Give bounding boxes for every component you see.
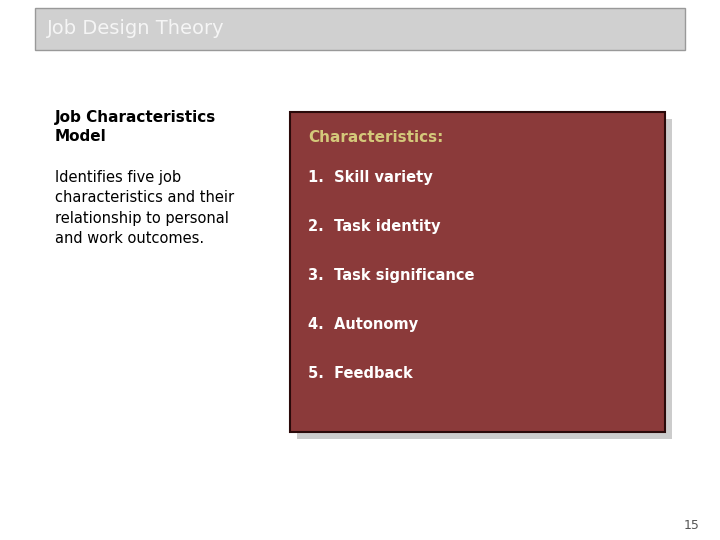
Text: 2.  Task identity: 2. Task identity <box>308 219 441 234</box>
Text: Job Design Theory: Job Design Theory <box>47 19 225 38</box>
Text: Identifies five job
characteristics and their
relationship to personal
and work : Identifies five job characteristics and … <box>55 170 234 246</box>
Text: Job Characteristics
Model: Job Characteristics Model <box>55 110 216 144</box>
FancyBboxPatch shape <box>297 119 672 439</box>
Text: 4.  Autonomy: 4. Autonomy <box>308 317 418 332</box>
FancyBboxPatch shape <box>290 112 665 432</box>
Text: 1.  Skill variety: 1. Skill variety <box>308 170 433 185</box>
Text: 5.  Feedback: 5. Feedback <box>308 366 413 381</box>
Text: Characteristics:: Characteristics: <box>308 130 444 145</box>
Text: 3.  Task significance: 3. Task significance <box>308 268 474 283</box>
Text: 15: 15 <box>684 519 700 532</box>
FancyBboxPatch shape <box>35 8 685 50</box>
